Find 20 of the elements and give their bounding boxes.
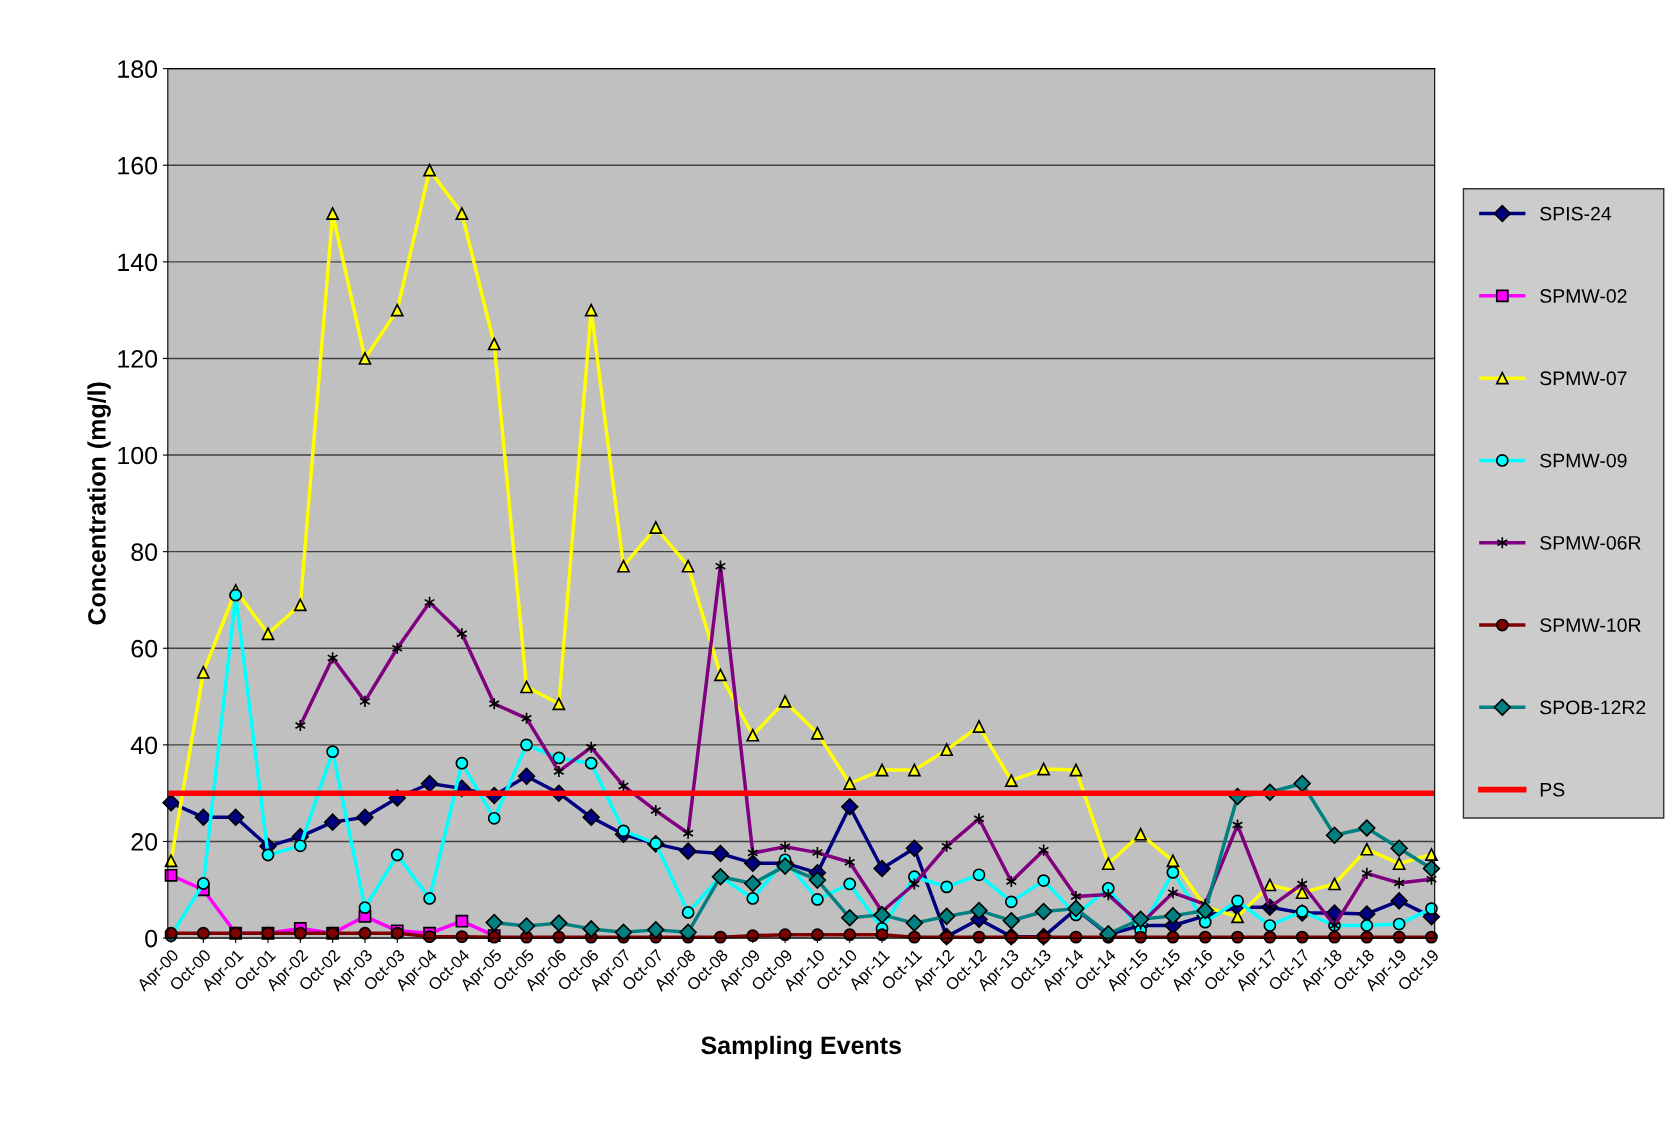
y-tick-label: 160 xyxy=(118,156,158,175)
legend-label: PS xyxy=(1540,782,1565,797)
y-axis-title: Concentration (mg/l) xyxy=(87,382,111,625)
y-tick-label: 100 xyxy=(118,446,158,465)
legend-label: SPIS-24 xyxy=(1540,206,1612,221)
y-tick-label: 20 xyxy=(131,833,158,851)
legend-label: SPMW-06R xyxy=(1540,535,1641,550)
legend-label: SPMW-02 xyxy=(1540,289,1627,303)
y-tick-label: 80 xyxy=(131,543,158,561)
y-tick-label: 180 xyxy=(118,60,158,78)
y-tick-label: 40 xyxy=(130,736,158,755)
legend-label: SPOB-12R2 xyxy=(1540,700,1646,715)
legend-label: SPMW-09 xyxy=(1540,453,1627,468)
y-tick-label: 140 xyxy=(118,253,158,272)
legend-label: SPMW-07 xyxy=(1540,371,1627,386)
y-tick-label: 60 xyxy=(131,639,158,658)
legend-label: SPMW-10R xyxy=(1540,618,1641,633)
y-tick-label: 120 xyxy=(118,350,158,368)
y-tick-label: 0 xyxy=(145,929,158,948)
x-axis-title: Sampling Events xyxy=(701,1035,901,1060)
